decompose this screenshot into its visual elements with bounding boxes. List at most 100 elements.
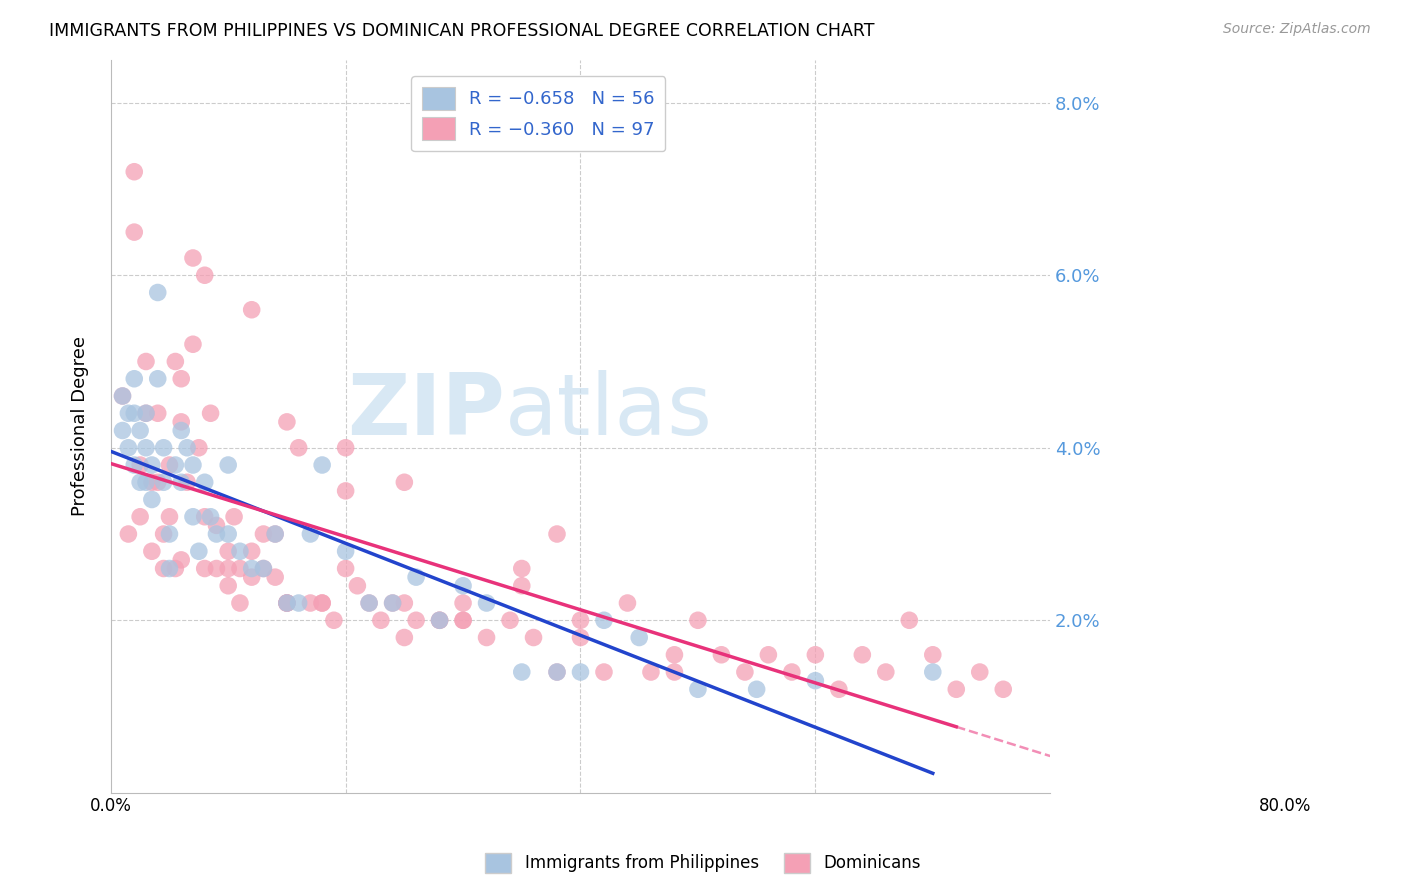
Point <box>205 518 228 533</box>
Point <box>276 596 298 610</box>
Text: 80.0%: 80.0% <box>1258 797 1312 814</box>
Point <box>335 441 357 455</box>
Point <box>287 596 309 610</box>
Point <box>135 475 157 490</box>
Point <box>122 165 145 179</box>
Text: IMMIGRANTS FROM PHILIPPINES VS DOMINICAN PROFESSIONAL DEGREE CORRELATION CHART: IMMIGRANTS FROM PHILIPPINES VS DOMINICAN… <box>49 22 875 40</box>
Point <box>146 285 169 300</box>
Point <box>170 415 193 429</box>
Point <box>152 561 174 575</box>
Point <box>181 251 204 265</box>
Point <box>159 527 181 541</box>
Point <box>141 475 163 490</box>
Point <box>252 527 274 541</box>
Point <box>129 424 152 438</box>
Point <box>135 406 157 420</box>
Point <box>921 648 943 662</box>
Point <box>141 544 163 558</box>
Point <box>252 561 274 575</box>
Y-axis label: Professional Degree: Professional Degree <box>72 336 89 516</box>
Text: 0.0%: 0.0% <box>90 797 132 814</box>
Point <box>451 579 474 593</box>
Point <box>264 570 287 584</box>
Point <box>217 527 239 541</box>
Point <box>170 372 193 386</box>
Point <box>664 665 686 679</box>
Point <box>875 665 897 679</box>
Point <box>628 631 651 645</box>
Point <box>170 424 193 438</box>
Point <box>593 665 616 679</box>
Point <box>170 475 193 490</box>
Point <box>686 613 709 627</box>
Point <box>152 475 174 490</box>
Point <box>122 458 145 472</box>
Point <box>165 561 187 575</box>
Point <box>640 665 662 679</box>
Point <box>200 509 222 524</box>
Point <box>616 596 638 610</box>
Point <box>969 665 991 679</box>
Point <box>569 631 592 645</box>
Point <box>276 596 298 610</box>
Point <box>405 613 427 627</box>
Point <box>276 596 298 610</box>
Point <box>217 458 239 472</box>
Point <box>135 441 157 455</box>
Point <box>135 354 157 368</box>
Point <box>240 561 263 575</box>
Legend: Immigrants from Philippines, Dominicans: Immigrants from Philippines, Dominicans <box>478 847 928 880</box>
Point <box>205 527 228 541</box>
Point <box>311 458 333 472</box>
Point <box>111 389 134 403</box>
Point <box>111 389 134 403</box>
Point <box>129 475 152 490</box>
Point <box>194 509 217 524</box>
Point <box>499 613 522 627</box>
Point <box>135 406 157 420</box>
Point <box>686 682 709 697</box>
Point <box>129 458 152 472</box>
Point <box>522 631 544 645</box>
Point <box>851 648 873 662</box>
Text: atlas: atlas <box>505 370 713 453</box>
Point <box>569 665 592 679</box>
Point <box>240 302 263 317</box>
Point <box>222 509 245 524</box>
Point <box>165 458 187 472</box>
Point <box>159 509 181 524</box>
Point <box>159 458 181 472</box>
Point <box>117 527 139 541</box>
Point <box>593 613 616 627</box>
Point <box>381 596 404 610</box>
Point <box>170 553 193 567</box>
Point <box>122 406 145 420</box>
Point <box>176 441 198 455</box>
Point <box>359 596 381 610</box>
Point <box>276 415 298 429</box>
Point <box>229 544 252 558</box>
Point <box>146 406 169 420</box>
Point <box>240 570 263 584</box>
Point <box>993 682 1015 697</box>
Point <box>194 561 217 575</box>
Point <box>194 268 217 283</box>
Point <box>898 613 921 627</box>
Point <box>510 561 533 575</box>
Point <box>546 665 568 679</box>
Point <box>187 544 209 558</box>
Point <box>152 527 174 541</box>
Point <box>159 561 181 575</box>
Point <box>664 648 686 662</box>
Point <box>370 613 392 627</box>
Point <box>828 682 851 697</box>
Point <box>299 596 322 610</box>
Point <box>205 561 228 575</box>
Point <box>394 475 416 490</box>
Point <box>229 596 252 610</box>
Point <box>394 596 416 610</box>
Point <box>181 509 204 524</box>
Point <box>322 613 344 627</box>
Point <box>194 475 217 490</box>
Point <box>451 596 474 610</box>
